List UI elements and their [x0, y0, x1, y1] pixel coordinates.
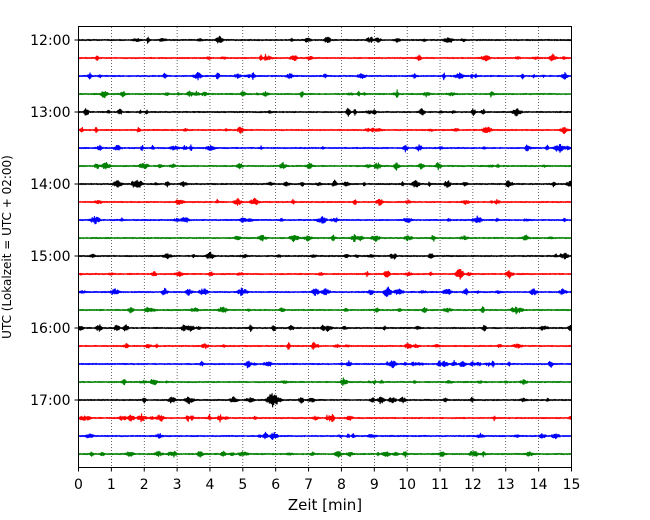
- x-tick-label: 0: [74, 477, 83, 493]
- x-tick-label: 2: [140, 477, 149, 493]
- x-axis-label: Zeit [min]: [288, 496, 362, 514]
- trace-1415: [78, 197, 572, 206]
- trace-1500: [78, 251, 572, 260]
- trace-1645: [78, 377, 572, 386]
- y-tick-label: 16:00: [30, 321, 70, 337]
- trace-1230: [78, 71, 572, 81]
- trace-1200: [78, 35, 572, 44]
- trace-1300: [78, 107, 572, 117]
- trace-1445: [78, 233, 572, 243]
- x-tick-label: 11: [431, 477, 449, 493]
- y-axis-label: UTC (Lokalzeit = UTC + 02:00): [0, 155, 14, 339]
- x-tick-label: 12: [464, 477, 482, 493]
- trace-1215: [78, 53, 572, 62]
- trace-1630: [78, 359, 572, 369]
- x-tick-label: 3: [173, 477, 182, 493]
- plot-frame: [78, 26, 572, 468]
- y-tick-label: 17:00: [30, 393, 70, 409]
- trace-1745: [78, 450, 572, 458]
- trace-1600: [77, 324, 573, 332]
- x-tick-label: 8: [337, 477, 346, 493]
- trace-1530: [78, 286, 572, 298]
- trace-1730: [78, 431, 572, 441]
- trace-1615: [78, 341, 572, 350]
- trace-1245: [78, 89, 572, 99]
- x-tick-label: 7: [304, 477, 313, 493]
- x-axis-ticks: 0 1 2 3 4 5 6 7 8 9 10 11 12 13 14 15: [74, 467, 581, 493]
- x-tick-label: 1: [107, 477, 116, 493]
- x-tick-label: 14: [530, 477, 548, 493]
- trace-series: [77, 35, 573, 458]
- x-tick-label: 4: [206, 477, 215, 493]
- trace-1715: [78, 413, 573, 423]
- x-tick-label: 6: [271, 477, 280, 493]
- trace-1345: [78, 161, 572, 171]
- x-tick-label: 10: [398, 477, 416, 493]
- y-tick-label: 13:00: [30, 105, 70, 121]
- trace-1400: [78, 179, 573, 188]
- grid-lines: [111, 27, 539, 467]
- trace-1330: [78, 143, 572, 153]
- y-axis-ticks: 12:00 13:00 14:00 15:00 16:00 17:00: [30, 33, 79, 409]
- x-tick-label: 15: [563, 477, 581, 493]
- trace-1430: [78, 215, 572, 225]
- x-tick-label: 5: [238, 477, 247, 493]
- trace-1545: [78, 306, 572, 315]
- y-tick-label: 15:00: [30, 249, 70, 265]
- x-tick-label: 9: [370, 477, 379, 493]
- trace-1700: [78, 392, 572, 408]
- y-tick-label: 12:00: [30, 33, 70, 49]
- y-tick-label: 14:00: [30, 177, 70, 193]
- x-tick-label: 13: [497, 477, 515, 493]
- trace-1315: [78, 126, 572, 135]
- trace-1515: [78, 268, 572, 280]
